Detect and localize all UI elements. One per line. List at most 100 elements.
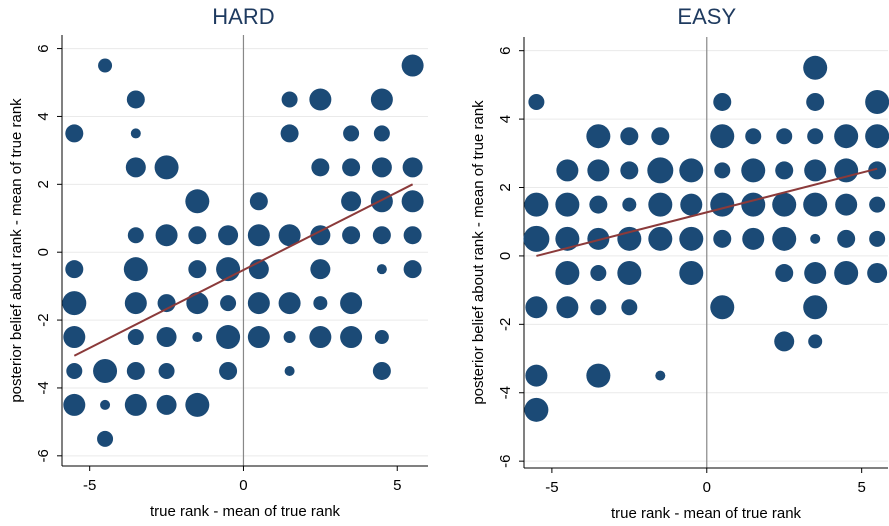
bubble (741, 192, 766, 217)
bubble (555, 261, 580, 286)
bubble (620, 161, 639, 180)
bubble (309, 326, 332, 349)
bubble (370, 88, 393, 111)
bubble (524, 397, 549, 422)
bubble (125, 157, 146, 178)
bubble (403, 260, 422, 279)
bubble (556, 296, 579, 319)
bubble (98, 58, 113, 73)
bubble (370, 190, 393, 213)
bubble (219, 361, 238, 380)
bubble (403, 226, 422, 245)
bubble (126, 361, 145, 380)
bubble (710, 295, 735, 320)
bubble (776, 128, 793, 145)
bubble (372, 226, 391, 245)
bubble (340, 326, 363, 349)
bubble (342, 158, 361, 177)
bubble (837, 229, 856, 248)
bubble (775, 264, 794, 283)
x-axis-label: true rank - mean of true rank (150, 503, 341, 520)
y-tick-label: 2 (497, 183, 514, 191)
bubble (713, 92, 732, 111)
bubble (586, 363, 611, 388)
chart-title: EASY (677, 4, 736, 29)
bubble (803, 295, 828, 320)
bubble (402, 157, 423, 178)
bubble (310, 225, 331, 246)
y-tick-label: 0 (35, 248, 52, 256)
bubble (528, 93, 545, 110)
bubble (810, 233, 821, 244)
bubble (66, 362, 83, 379)
y-tick-label: 4 (35, 112, 52, 120)
bubble (869, 196, 886, 213)
y-tick-label: -2 (35, 313, 52, 326)
bubble (280, 124, 299, 143)
bubble (679, 261, 704, 286)
bubble (158, 362, 175, 379)
y-tick-label: 4 (497, 115, 514, 123)
bubble (772, 226, 797, 251)
bubble (63, 326, 86, 349)
bubble (130, 128, 141, 139)
bubble (648, 192, 673, 217)
x-tick-label: 0 (703, 479, 711, 496)
bubble (343, 125, 360, 142)
bubble (587, 227, 610, 250)
bubble (865, 89, 889, 114)
bubble (278, 292, 301, 315)
bubble (127, 329, 144, 346)
bubble (97, 430, 114, 447)
bubble (586, 124, 611, 149)
bubble (342, 226, 361, 245)
x-tick-label: -5 (545, 479, 558, 496)
bubble (376, 264, 387, 275)
bubble (589, 195, 608, 214)
bubble (775, 161, 794, 180)
bubble (710, 192, 735, 217)
bubble (192, 332, 203, 343)
bubble (156, 394, 177, 415)
bubble (803, 192, 828, 217)
bubble (556, 159, 579, 182)
bubble (126, 90, 145, 109)
bubble (524, 192, 549, 217)
bubble (804, 159, 827, 182)
bubble (185, 189, 210, 214)
y-tick-label: -4 (35, 381, 52, 394)
bubble (807, 128, 824, 145)
bubble (590, 265, 607, 282)
x-tick-label: 5 (857, 479, 865, 496)
bubble (834, 124, 859, 149)
bubble (648, 226, 673, 251)
bubble (555, 226, 580, 251)
bubble (186, 292, 209, 315)
bubble (185, 392, 210, 417)
bubble (374, 330, 389, 345)
y-tick-label: 6 (35, 44, 52, 52)
bubble (680, 193, 703, 216)
bubble (249, 192, 268, 211)
bubble (867, 263, 888, 284)
bubble (220, 295, 237, 312)
bubble (742, 227, 765, 250)
bubble (621, 299, 638, 316)
bubble (247, 224, 270, 247)
y-tick-label: -6 (35, 449, 52, 462)
bubble (525, 296, 548, 319)
bubble (679, 226, 704, 251)
bubble (834, 158, 859, 183)
bubble (655, 370, 666, 381)
bubble (124, 292, 147, 315)
bubble (341, 191, 362, 212)
chart-title: HARD (212, 4, 274, 29)
bubble (62, 291, 87, 316)
bubble (806, 92, 825, 111)
bubble (278, 224, 301, 247)
bubble (622, 197, 637, 212)
bubble (835, 193, 858, 216)
bubble (65, 124, 84, 143)
bubble (803, 55, 828, 80)
bubble (371, 157, 392, 178)
